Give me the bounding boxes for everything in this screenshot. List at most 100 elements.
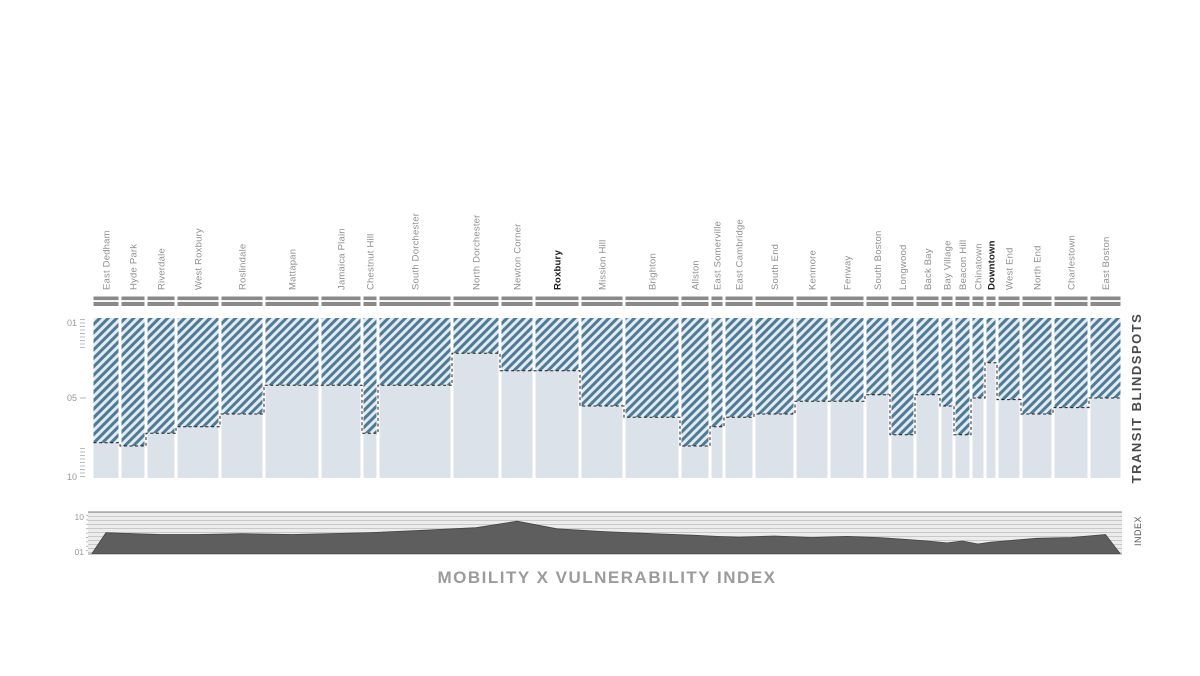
blindspot-hatch	[121, 318, 145, 446]
blindspot-hatch	[830, 318, 864, 402]
blindspot-hatch	[796, 318, 828, 402]
index-axis-label: INDEX	[1133, 516, 1143, 547]
track-segment-stripe	[916, 300, 939, 302]
blindspot-hatch	[363, 318, 377, 434]
blindspot-hatch	[998, 318, 1020, 400]
track-segment-stripe	[363, 300, 377, 302]
neighborhood-label: Downtown	[987, 240, 998, 290]
neighborhood-label: Back Bay	[923, 248, 934, 290]
neighborhood-label: Roslindale	[238, 244, 249, 290]
neighborhood-labels: East Dedham Hyde Park Riverdale West Roxbur…	[102, 213, 1113, 290]
neighborhood-label: North End	[1033, 245, 1044, 290]
track-segment-stripe	[501, 300, 533, 302]
track-segment-stripe	[1054, 300, 1088, 302]
track-segment-stripe	[681, 300, 709, 302]
track-segment-stripe	[972, 300, 984, 302]
track-segment-stripe	[725, 300, 753, 302]
blindspot-hatch	[221, 318, 263, 414]
neighborhood-label: Fenway	[843, 255, 854, 290]
track-segment-stripe	[1022, 300, 1052, 302]
neighborhood-label: Jamaica Plain	[337, 228, 348, 290]
blindspot-hatch	[986, 318, 996, 363]
neighborhood-label: South End	[770, 244, 781, 290]
track-segment-stripe	[265, 300, 319, 302]
track-segment-stripe	[625, 300, 679, 302]
track-segment-stripe	[93, 300, 119, 302]
neighborhood-label: Hyde Park	[129, 244, 140, 290]
blindspot-hatch	[177, 318, 219, 427]
track-segment-stripe	[711, 300, 723, 302]
track-segment-stripe	[891, 300, 914, 302]
blindspot-hatch	[453, 318, 499, 354]
neighborhood-label: Longwood	[898, 245, 909, 290]
neighborhood-label: West End	[1005, 247, 1016, 290]
blindspot-hatch	[265, 318, 319, 386]
track-segment-stripe	[147, 300, 175, 302]
blindspot-hatch	[581, 318, 623, 406]
dashed-contour	[93, 352, 1121, 447]
neighborhood-label: Bay Village	[943, 240, 954, 290]
blindspot-hatch	[501, 318, 533, 371]
blindspot-hatch	[725, 318, 753, 418]
neighborhood-label: West Roxbury	[194, 228, 205, 290]
blindspot-hatch	[755, 318, 794, 414]
neighborhood-label: South Boston	[873, 231, 884, 290]
neighborhood-label: Chestnut Hill	[366, 234, 377, 290]
blindspot-hatch	[972, 318, 984, 398]
main-axis-tick-label: 10	[67, 472, 77, 482]
neighborhood-label: Brighton	[648, 253, 659, 290]
neighborhood-label: Roxbury	[553, 250, 564, 290]
track-segment-stripe	[866, 300, 889, 302]
track-segment-stripe	[321, 300, 361, 302]
blindspot-hatch	[625, 318, 679, 418]
blindspot-hatch	[891, 318, 914, 435]
track-segment-stripe	[955, 300, 970, 302]
neighborhood-label: Mattapan	[288, 249, 299, 290]
blindspot-hatch	[379, 318, 451, 386]
neighborhood-label: East Dedham	[102, 230, 113, 290]
blindspot-hatch	[147, 318, 175, 434]
blindspot-hatch	[321, 318, 361, 386]
blindspot-hatch	[866, 318, 889, 395]
track-segment-stripe	[755, 300, 794, 302]
track-segment-stripe	[830, 300, 864, 302]
main-axis-tick-label: 05	[67, 393, 77, 403]
neighborhood-label: North Dorchester	[472, 214, 483, 290]
neighborhood-label: Allston	[691, 260, 702, 290]
track-segment-stripe	[941, 300, 953, 302]
track-segment-stripe	[535, 300, 579, 302]
index-strip	[88, 511, 1122, 555]
axes: 01 05 10 10 01	[67, 318, 90, 557]
transit-track	[93, 296, 1121, 306]
index-axis-tick-label: 01	[75, 547, 85, 557]
blindspot-hatch	[916, 318, 939, 395]
neighborhood-label: Charlestown	[1067, 235, 1078, 290]
neighborhood-label: East Boston	[1101, 237, 1112, 290]
neighborhood-label: Newton Corner	[513, 224, 524, 291]
track-segment-stripe	[379, 300, 451, 302]
blindspot-hatch	[93, 318, 119, 443]
track-segment-stripe	[1090, 300, 1121, 302]
blindspot-columns	[93, 318, 1121, 478]
blindspot-hatch	[711, 318, 723, 427]
blindspot-hatch	[941, 318, 953, 406]
blindspot-hatch	[955, 318, 970, 435]
neighborhood-label: Chinatown	[974, 243, 985, 290]
track-segment-stripe	[177, 300, 219, 302]
track-segment-stripe	[121, 300, 145, 302]
blindspot-hatch	[535, 318, 579, 371]
index-axis-tick-label: 10	[75, 512, 85, 522]
chart-title: MOBILITY X VULNERABILITY INDEX	[437, 568, 777, 587]
neighborhood-label: Riverdale	[157, 248, 168, 290]
track-segment-stripe	[796, 300, 828, 302]
blindspot-hatch	[1054, 318, 1088, 408]
main-axis-tick-label: 01	[67, 318, 77, 328]
neighborhood-label: East Cambridge	[735, 219, 746, 290]
track-segment-stripe	[453, 300, 499, 302]
track-segment-stripe	[581, 300, 623, 302]
neighborhood-label: South Dorchester	[411, 213, 422, 290]
blindspot-hatch	[681, 318, 709, 446]
neighborhood-label: Kenmore	[808, 250, 819, 290]
